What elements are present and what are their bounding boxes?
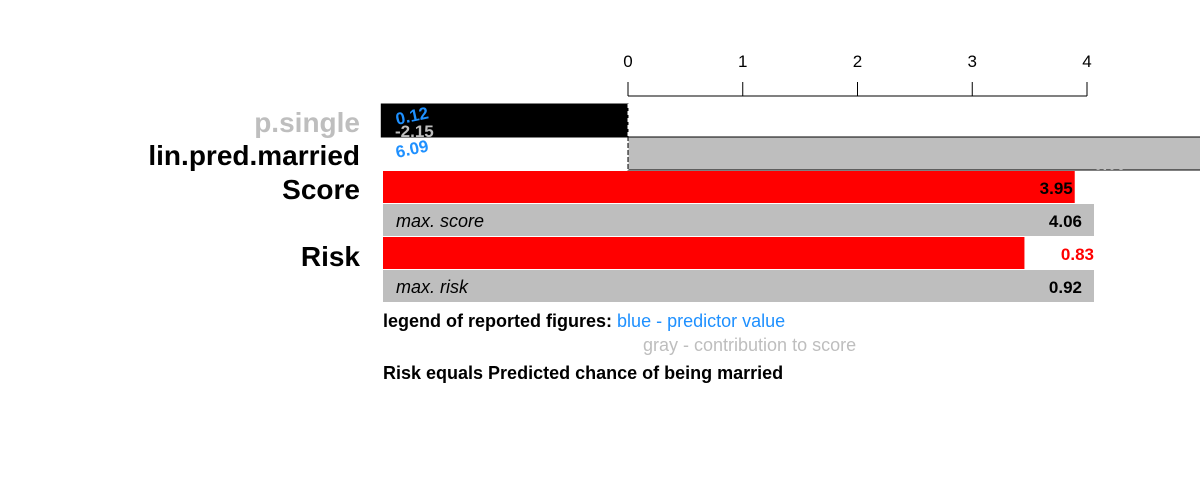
row-label-1: lin.pred.married: [148, 140, 360, 171]
score-value: 3.95: [1040, 179, 1073, 198]
x-tick-label-2: 2: [853, 52, 862, 71]
score-bar: [383, 171, 1075, 203]
legend-title: legend of reported figures:: [383, 311, 613, 331]
max-score-value: 4.06: [1049, 212, 1082, 231]
x-tick-label-0: 0: [623, 52, 632, 71]
p-single-contribution: -2.15: [395, 122, 434, 141]
bars: [380, 103, 1200, 302]
risk-value: 0.83: [1061, 245, 1094, 264]
legend-blue-text: blue - predictor value: [617, 311, 786, 331]
risk-bar: [383, 237, 1025, 269]
max-risk-bar: [383, 270, 1094, 302]
legend-line-1: legend of reported figures: blue - predi…: [383, 311, 785, 332]
max-score-bar: [383, 204, 1094, 236]
x-tick-label-3: 3: [968, 52, 977, 71]
max-risk-label: max. risk: [396, 277, 469, 297]
legend-gray-text: gray - contribution to score: [643, 335, 857, 355]
max-score-label: max. score: [396, 211, 484, 231]
row-label-0: p.single: [254, 107, 360, 138]
predictor-bar-0: [380, 103, 629, 138]
lin-pred-contribution: 6.09: [1093, 155, 1126, 174]
risk-note-text: Risk equals Predicted chance of being ma…: [383, 363, 784, 383]
legend-line-2: gray - contribution to score: [643, 335, 856, 356]
risk-label: Risk: [301, 241, 361, 272]
max-risk-value: 0.92: [1049, 278, 1082, 297]
score-label: Score: [282, 174, 360, 205]
risk-note: Risk equals Predicted chance of being ma…: [383, 363, 783, 384]
x-axis: 0 1 2 3 4: [623, 52, 1092, 97]
x-tick-label-4: 4: [1082, 52, 1091, 71]
x-tick-label-1: 1: [738, 52, 747, 71]
